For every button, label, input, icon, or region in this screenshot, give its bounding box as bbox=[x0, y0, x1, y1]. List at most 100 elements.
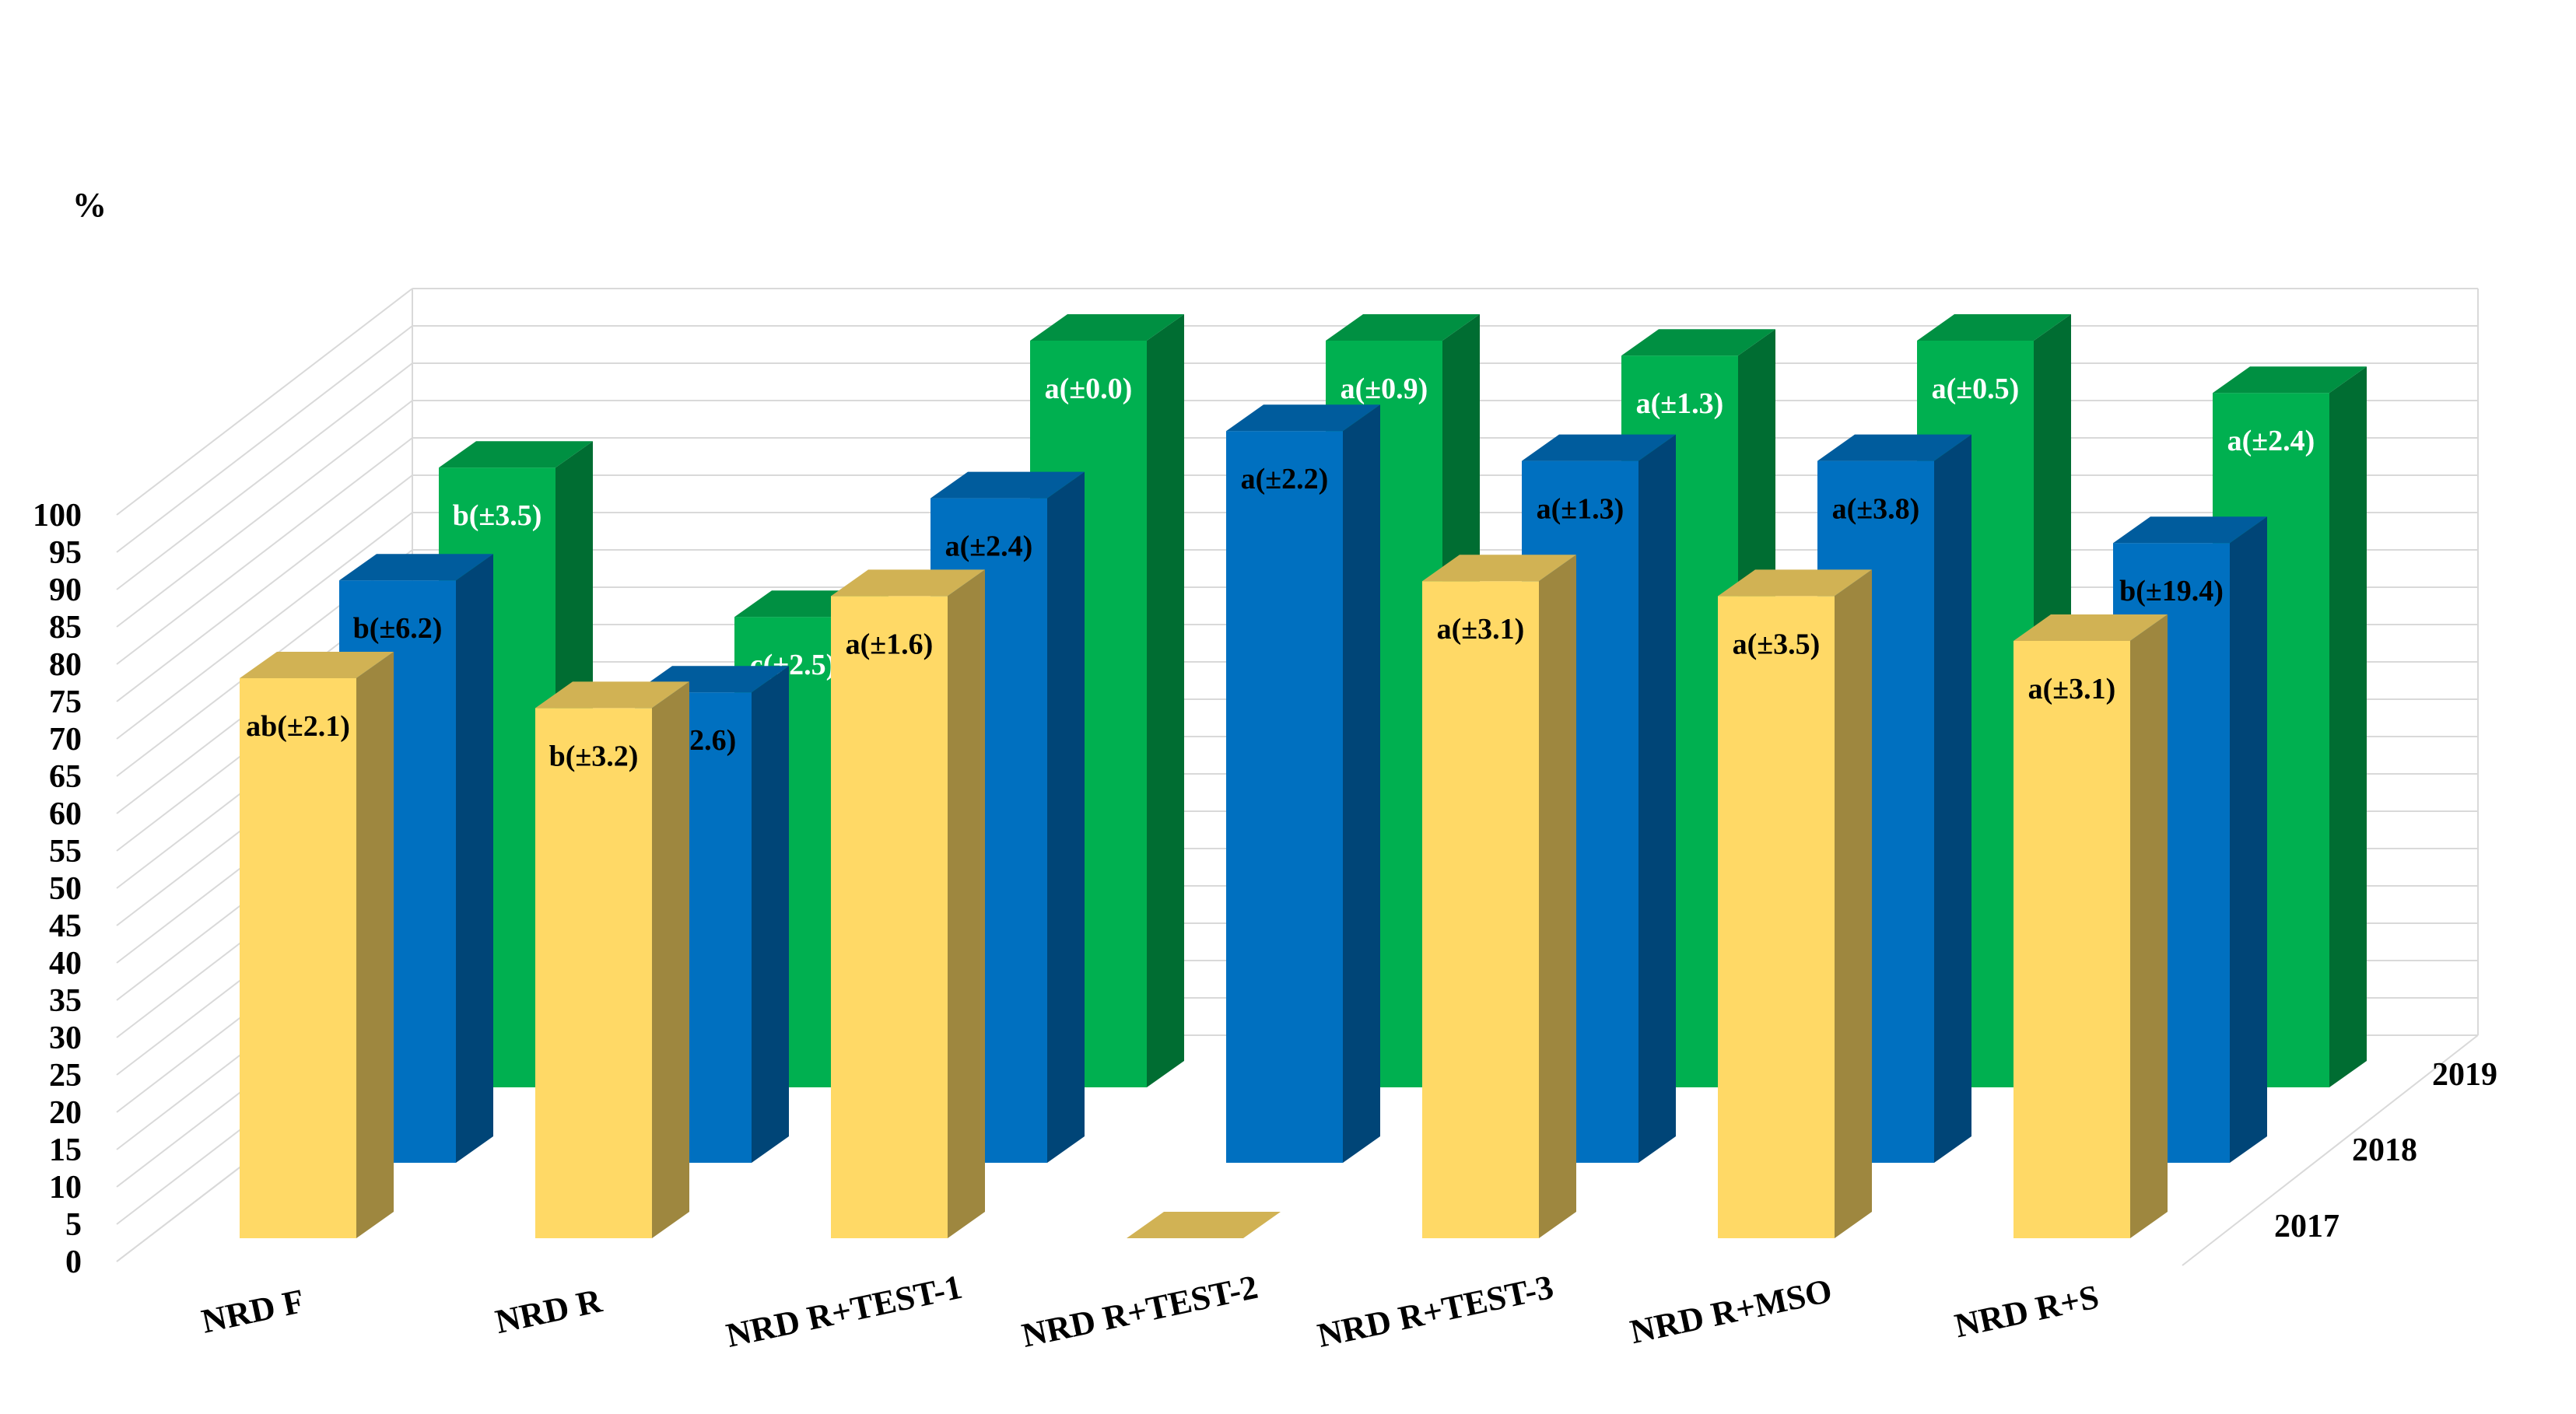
bar-side-face bbox=[356, 652, 394, 1238]
bars: b(±3.5)c(±2.5)a(±0.0) a(±0.9) a(±1.3) a(±0.… bbox=[240, 314, 2367, 1238]
bar-top-face bbox=[1326, 314, 1480, 341]
bar-data-label: a(±2.4) bbox=[945, 530, 1033, 563]
bar-top-face bbox=[2213, 366, 2367, 394]
bar-2017-nrd-r-test-1: a(±1.6) bbox=[831, 569, 985, 1238]
y-tick-label: 55 bbox=[49, 834, 82, 870]
bar-side-face bbox=[2329, 366, 2367, 1087]
bar-top-face bbox=[439, 441, 593, 468]
category-label-nrd-r: NRD R bbox=[492, 1281, 605, 1341]
bar-top-face bbox=[240, 652, 394, 678]
y-axis-unit: % bbox=[72, 186, 107, 224]
bar-side-face bbox=[1539, 555, 1576, 1238]
gridline-side bbox=[116, 400, 413, 628]
bar-2017-nrd-f: ab(±2.1) bbox=[240, 652, 394, 1238]
y-tick-label: 40 bbox=[49, 946, 82, 982]
bar-top-face bbox=[931, 471, 1085, 499]
bar-data-label: a(±0.5) bbox=[1932, 373, 2020, 405]
y-tick-label: 20 bbox=[49, 1095, 82, 1131]
series-label-2019: 2019 bbox=[2432, 1057, 2497, 1093]
bar-top-face bbox=[1030, 314, 1184, 341]
bar-front-face bbox=[240, 678, 356, 1238]
bar-top-face bbox=[831, 569, 985, 597]
bar-front-face bbox=[535, 708, 652, 1238]
bar-data-label: a(±0.9) bbox=[1341, 373, 1428, 405]
bar-data-label: b(±6.2) bbox=[353, 612, 443, 645]
bar-front-face bbox=[831, 596, 948, 1238]
y-tick-label: 60 bbox=[49, 796, 82, 832]
y-tick-label: 85 bbox=[49, 610, 82, 646]
y-tick-label: 15 bbox=[49, 1132, 82, 1168]
category-label-nrd-r-test-1: NRD R+TEST-1 bbox=[723, 1268, 966, 1355]
series-label-2017: 2017 bbox=[2274, 1209, 2339, 1244]
bar-data-label: a(±1.3) bbox=[1636, 387, 1724, 420]
bar-top-face bbox=[1621, 329, 1775, 356]
bar-top-face bbox=[339, 554, 493, 581]
bar-side-face bbox=[1147, 314, 1184, 1087]
bar-2017-nrd-r-test-2 bbox=[1127, 1212, 1281, 1238]
bar-side-face bbox=[1638, 434, 1676, 1163]
bar-side-face bbox=[1343, 404, 1380, 1163]
floor-right-edge bbox=[2182, 1034, 2479, 1266]
bar-data-label: a(±3.1) bbox=[1437, 613, 1525, 646]
bar-top-face bbox=[1127, 1212, 1281, 1238]
depth-axis-series-labels: 2017 2018 2019 bbox=[2274, 1057, 2497, 1244]
y-tick-label: 75 bbox=[49, 684, 82, 720]
bar-2017-nrd-r-s: a(±3.1) bbox=[2013, 614, 2168, 1238]
y-tick-label: 5 bbox=[65, 1207, 82, 1243]
bar-side-face bbox=[2230, 516, 2267, 1163]
bar-top-face bbox=[2013, 614, 2168, 641]
gridline-side bbox=[116, 474, 413, 702]
bar-data-label: b(±3.2) bbox=[549, 740, 639, 772]
bar-data-label: b(±3.5) bbox=[453, 499, 542, 532]
bar-front-face bbox=[1226, 431, 1343, 1163]
y-tick-label: 30 bbox=[49, 1020, 82, 1056]
y-tick-label: 45 bbox=[49, 908, 82, 944]
y-tick-label: 80 bbox=[49, 647, 82, 683]
category-label-nrd-f: NRD F bbox=[198, 1282, 307, 1341]
bar-data-label: ab(±2.1) bbox=[246, 710, 350, 743]
y-tick-label: 0 bbox=[65, 1244, 82, 1280]
bar-data-label: a(±2.4) bbox=[2227, 425, 2315, 457]
bar-data-label: a(±2.2) bbox=[1241, 463, 1329, 495]
bar-side-face bbox=[456, 554, 493, 1163]
gridline-side bbox=[116, 437, 413, 665]
gridline-side bbox=[116, 512, 413, 740]
bar-2018-nrd-r-test-2: a(±2.2) bbox=[1226, 404, 1380, 1163]
bar-top-face bbox=[535, 681, 689, 709]
bar-top-face bbox=[2113, 516, 2267, 544]
bar-front-face bbox=[1422, 581, 1539, 1238]
bar-top-face bbox=[1422, 555, 1576, 582]
bar-side-face bbox=[1934, 434, 1971, 1163]
category-label-nrd-r-test-3: NRD R+TEST-3 bbox=[1314, 1268, 1557, 1355]
y-tick-label: 90 bbox=[49, 572, 82, 608]
y-tick-label: 70 bbox=[49, 722, 82, 758]
bar-side-face bbox=[1047, 471, 1085, 1163]
gridline-side bbox=[116, 288, 413, 516]
series-label-2018: 2018 bbox=[2352, 1132, 2417, 1168]
bar-top-face bbox=[1718, 569, 1872, 597]
y-tick-label: 100 bbox=[33, 498, 82, 534]
gridline-side bbox=[116, 362, 413, 590]
bar-2017-nrd-r-mso: a(±3.5) bbox=[1718, 569, 1872, 1238]
bar-side-face bbox=[1835, 569, 1872, 1238]
category-label-nrd-r-test-2: NRD R+TEST-2 bbox=[1018, 1268, 1261, 1355]
y-axis: 0510152025303540455055606570758085909510… bbox=[33, 498, 82, 1280]
y-tick-label: 10 bbox=[49, 1170, 82, 1206]
y-tick-label: 95 bbox=[49, 535, 82, 571]
bar-side-face bbox=[948, 569, 985, 1238]
y-tick-label: 65 bbox=[49, 759, 82, 795]
bar-data-label: a(±0.0) bbox=[1045, 373, 1133, 405]
bar-top-face bbox=[1226, 404, 1380, 432]
bar-side-face bbox=[752, 666, 789, 1163]
bar-2017-nrd-r: b(±3.2) bbox=[535, 681, 689, 1238]
bar-side-face bbox=[2130, 614, 2168, 1238]
bar-top-face bbox=[1817, 434, 1971, 461]
bar-data-label: a(±1.3) bbox=[1537, 493, 1624, 526]
bar-top-face bbox=[1522, 434, 1676, 461]
bar-data-label: a(±3.1) bbox=[2028, 673, 2116, 705]
gridline-side bbox=[116, 325, 413, 553]
category-label-nrd-r-s: NRD R+S bbox=[1951, 1277, 2102, 1345]
bar-top-face bbox=[1917, 314, 2071, 341]
bar-front-face bbox=[2013, 641, 2130, 1238]
